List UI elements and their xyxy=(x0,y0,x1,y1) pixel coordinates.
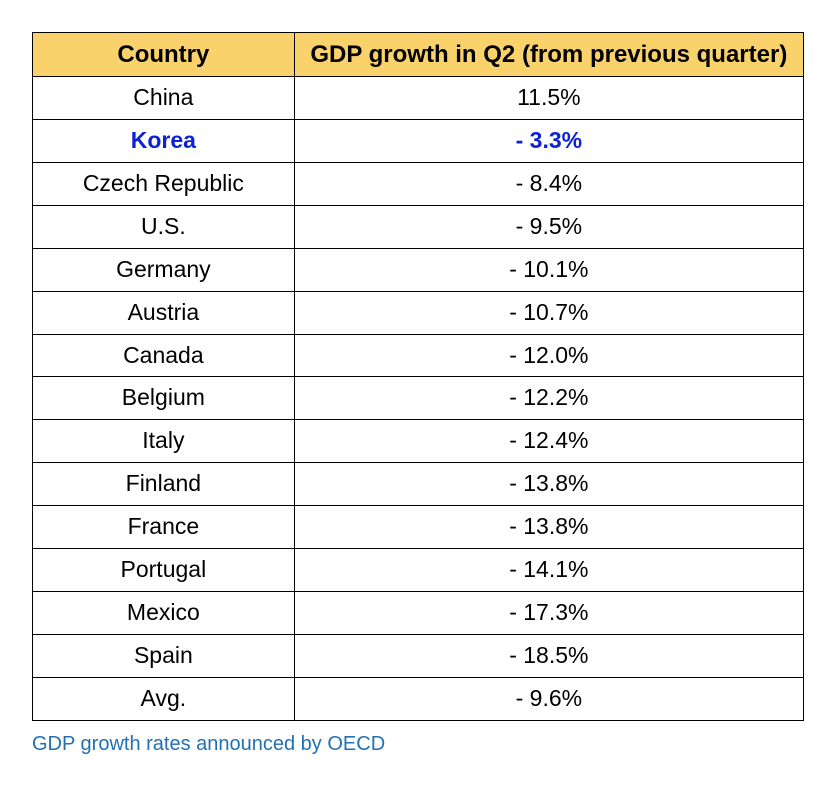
cell-country: China xyxy=(33,77,295,120)
cell-country: Spain xyxy=(33,634,295,677)
table-row: Korea- 3.3% xyxy=(33,120,804,163)
table-body: China11.5%Korea- 3.3%Czech Republic- 8.4… xyxy=(33,77,804,720)
cell-value: - 14.1% xyxy=(294,548,803,591)
gdp-table: Country GDP growth in Q2 (from previous … xyxy=(32,32,804,721)
cell-value: - 12.0% xyxy=(294,334,803,377)
table-row: U.S.- 9.5% xyxy=(33,205,804,248)
table-caption: GDP growth rates announced by OECD xyxy=(32,733,804,756)
cell-value: - 8.4% xyxy=(294,162,803,205)
table-row: Mexico- 17.3% xyxy=(33,591,804,634)
cell-value: - 13.8% xyxy=(294,463,803,506)
header-value: GDP growth in Q2 (from previous quarter) xyxy=(294,33,803,77)
cell-value: - 3.3% xyxy=(294,120,803,163)
cell-value: - 12.2% xyxy=(294,377,803,420)
cell-country: U.S. xyxy=(33,205,295,248)
cell-country: Mexico xyxy=(33,591,295,634)
table-row: Spain- 18.5% xyxy=(33,634,804,677)
table-row: Czech Republic- 8.4% xyxy=(33,162,804,205)
cell-country: Italy xyxy=(33,420,295,463)
cell-country: Avg. xyxy=(33,677,295,720)
cell-value: - 17.3% xyxy=(294,591,803,634)
table-row: Belgium- 12.2% xyxy=(33,377,804,420)
table-row: Italy- 12.4% xyxy=(33,420,804,463)
cell-country: Canada xyxy=(33,334,295,377)
table-row: Avg.- 9.6% xyxy=(33,677,804,720)
cell-value: - 12.4% xyxy=(294,420,803,463)
header-country: Country xyxy=(33,33,295,77)
table-row: China11.5% xyxy=(33,77,804,120)
cell-country: Germany xyxy=(33,248,295,291)
table-row: Portugal- 14.1% xyxy=(33,548,804,591)
cell-value: 11.5% xyxy=(294,77,803,120)
cell-value: - 9.6% xyxy=(294,677,803,720)
cell-country: Austria xyxy=(33,291,295,334)
table-header: Country GDP growth in Q2 (from previous … xyxy=(33,33,804,77)
table-row: Finland- 13.8% xyxy=(33,463,804,506)
table-row: Germany- 10.1% xyxy=(33,248,804,291)
cell-country: France xyxy=(33,506,295,549)
table-row: Canada- 12.0% xyxy=(33,334,804,377)
cell-value: - 13.8% xyxy=(294,506,803,549)
cell-value: - 9.5% xyxy=(294,205,803,248)
cell-value: - 10.1% xyxy=(294,248,803,291)
cell-value: - 18.5% xyxy=(294,634,803,677)
table-row: France- 13.8% xyxy=(33,506,804,549)
cell-country: Portugal xyxy=(33,548,295,591)
cell-country: Czech Republic xyxy=(33,162,295,205)
cell-value: - 10.7% xyxy=(294,291,803,334)
cell-country: Korea xyxy=(33,120,295,163)
cell-country: Finland xyxy=(33,463,295,506)
cell-country: Belgium xyxy=(33,377,295,420)
table-row: Austria- 10.7% xyxy=(33,291,804,334)
